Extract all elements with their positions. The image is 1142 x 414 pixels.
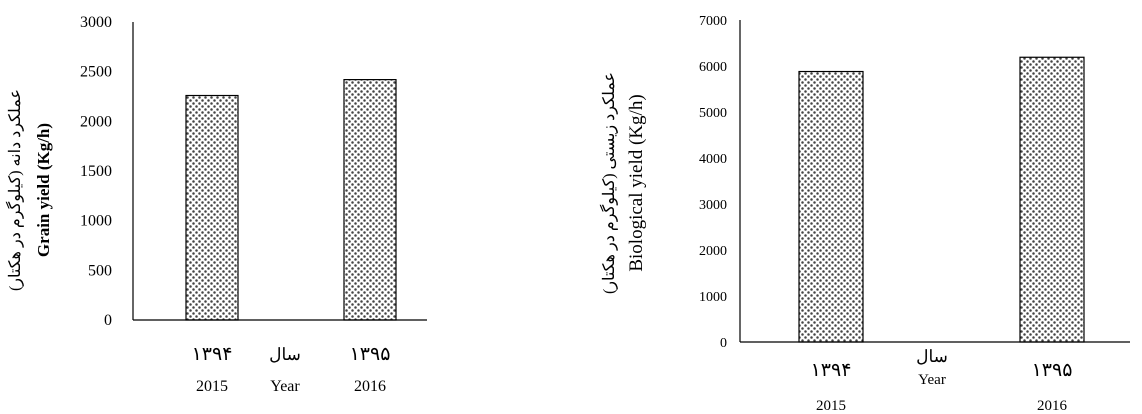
y-tick-label: 5000: [699, 106, 727, 121]
bars: [185, 79, 397, 321]
x-category-label: 2015: [196, 378, 228, 395]
x-category-label-fa: ۱۳۹۴: [811, 360, 852, 381]
y-tick-label: 3000: [699, 198, 727, 213]
y-axis-title-en: Biological yield (Kg/h): [626, 94, 647, 271]
y-tick-label: 500: [88, 262, 112, 279]
x-category-label-fa: ۱۳۹۵: [1032, 360, 1073, 381]
y-tick-label: 3000: [80, 14, 112, 31]
bar-2016: [343, 79, 397, 321]
y-tick-label: 2500: [80, 64, 112, 81]
x-axis-title-fa: سال: [916, 347, 948, 366]
y-axis-title-en: Grain yield (Kg/h): [34, 123, 53, 257]
y-tick-label: 1000: [80, 213, 112, 230]
y-tick-label: 4000: [699, 152, 727, 167]
x-category-labels: ۱۳۹۴ 2015 ۱۳۹۵ 2016: [811, 360, 1073, 414]
y-tick-labels: 0 1000 2000 3000 4000 5000 6000 7000: [699, 14, 727, 351]
y-tick-label: 6000: [699, 60, 727, 75]
grain-yield-chart: 0 500 1000 1500 2000 2500 3000 ۱۳۹۴ 2015 ۱۳۹۵ 201…: [5, 14, 427, 395]
bar-2015: [798, 70, 864, 343]
bar-2015: [185, 94, 239, 321]
y-axis-title-fa: عملکرد دانه (کیلوگرم در هکتار): [5, 89, 24, 291]
x-category-label: 2016: [354, 378, 386, 395]
y-tick-label: 0: [720, 336, 727, 351]
x-category-label-fa: ۱۳۹۵: [350, 344, 391, 365]
y-tick-label: 1500: [80, 163, 112, 180]
y-tick-label: 2000: [699, 244, 727, 259]
y-tick-label: 7000: [699, 14, 727, 29]
x-category-labels: ۱۳۹۴ 2015 ۱۳۹۵ 2016: [192, 344, 391, 395]
y-axis-title-fa: عملکرد زیستی (کیلوگرم در هکتار): [599, 72, 618, 294]
y-tick-label: 1000: [699, 290, 727, 305]
x-category-label: 2016: [1037, 398, 1068, 414]
x-axis-title-en: Year: [918, 372, 946, 388]
x-axis-title-en: Year: [270, 378, 300, 395]
x-category-label: 2015: [816, 398, 846, 414]
x-axis-title-fa: سال: [269, 345, 301, 364]
bars: [798, 56, 1085, 343]
y-tick-labels: 0 500 1000 1500 2000 2500 3000: [80, 14, 112, 329]
y-tick-label: 2000: [80, 113, 112, 130]
y-tick-label: 0: [104, 312, 112, 329]
x-category-label-fa: ۱۳۹۴: [192, 344, 233, 365]
bar-2016: [1019, 56, 1085, 343]
